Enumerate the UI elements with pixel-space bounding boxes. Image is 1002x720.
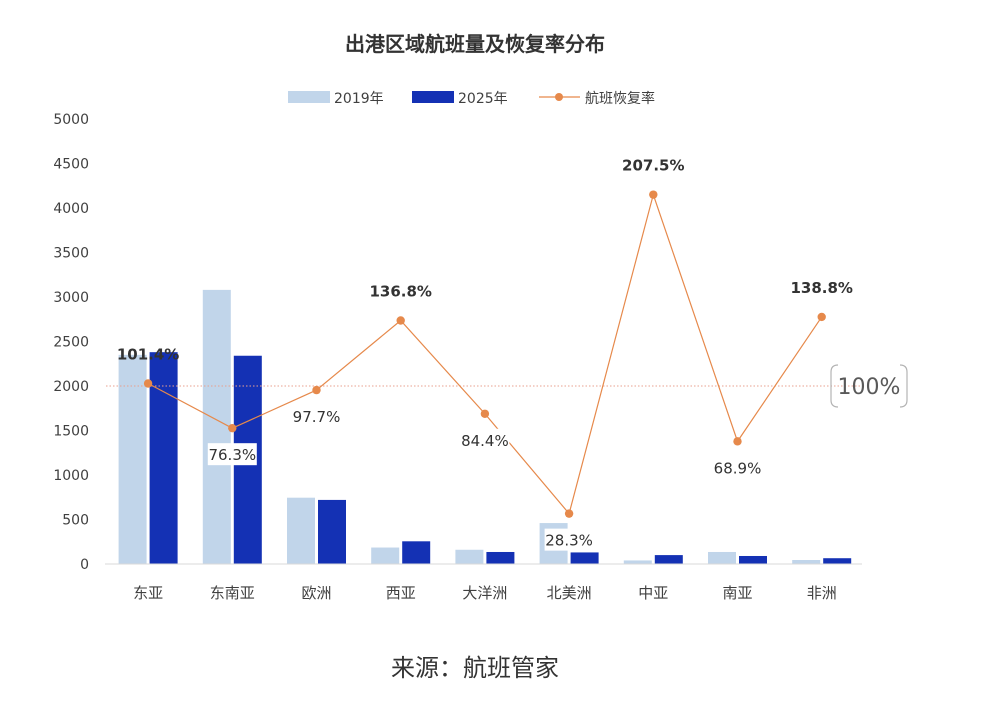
rate-data-label: 207.5% (622, 157, 684, 175)
legend-label-rate: 航班恢复率 (585, 90, 655, 107)
rate-point (733, 437, 742, 446)
bar-2025 (149, 352, 178, 564)
x-category-label: 西亚 (386, 584, 416, 602)
rate-data-label: 136.8% (369, 282, 431, 300)
y-axis: 0 500 1000 1500 2000 2500 3000 3500 4000 4500 5000 (53, 112, 89, 573)
bar-2019 (792, 559, 821, 564)
bar-2019 (708, 551, 736, 564)
bar-2019 (371, 547, 400, 564)
y-tick-label: 5000 (53, 112, 89, 128)
x-category-label: 非洲 (807, 584, 837, 602)
bar-2019 (287, 497, 315, 564)
bar-2025 (402, 541, 431, 564)
rate-point (228, 423, 237, 433)
rate-point (817, 312, 826, 322)
legend-label-2025: 2025年 (458, 91, 508, 107)
x-category-label: 北美洲 (547, 584, 592, 602)
reference-100: 100% (106, 364, 908, 408)
rate-label-bg (544, 528, 594, 551)
x-category-label: 中亚 (638, 584, 668, 602)
bar-2019 (118, 354, 147, 564)
rate-data-label: 101.4% (117, 346, 179, 364)
rate-data-label: 76.3% (208, 446, 256, 464)
y-tick-label: 0 (80, 557, 89, 573)
rate-data-label: 68.9% (714, 459, 762, 477)
x-category-label: 东亚 (133, 584, 163, 602)
rate-data-label: 97.7% (293, 408, 341, 426)
rate-label-bg (292, 405, 341, 428)
y-tick-label: 3000 (53, 290, 89, 306)
reference-label: 100% (838, 375, 901, 400)
rate-label-bg (207, 443, 257, 466)
y-tick-label: 500 (62, 513, 89, 529)
rate-point (312, 385, 321, 395)
x-category-label: 大洋洲 (462, 584, 507, 602)
bar-2025 (486, 551, 515, 564)
reference-bracket-left (830, 364, 839, 408)
chart-title: 出港区域航班量及恢复率分布 (345, 32, 605, 56)
rate-point (143, 379, 153, 388)
y-tick-label: 1000 (53, 468, 89, 484)
legend-swatch-2019 (288, 91, 330, 103)
y-tick-label: 1500 (53, 424, 89, 440)
bar-2025 (739, 555, 767, 564)
y-tick-label: 2500 (53, 335, 89, 351)
x-axis: 东亚 东南亚 欧洲 西亚 大洋洲 北美洲 中亚 南亚 非洲 (133, 584, 837, 602)
bars (118, 289, 852, 564)
bar-2019 (455, 549, 484, 564)
bar-2025 (654, 555, 683, 564)
bar-2019 (623, 560, 652, 564)
bar-2019 (202, 289, 231, 564)
legend-swatch-2025 (412, 91, 454, 103)
y-tick-label: 3500 (53, 246, 89, 262)
rate-labels: 101.4% 76.3% 97.7% 136.8% 84.4% 28.3% 207.5% 68… (117, 157, 853, 551)
reference-bracket-right (899, 364, 908, 408)
bar-2025 (570, 552, 599, 564)
x-category-label: 东南亚 (210, 584, 255, 602)
rate-data-label: 84.4% (461, 432, 509, 450)
rate-point (564, 509, 574, 518)
source-note: 来源：航班管家 (391, 654, 559, 682)
legend-marker-rate (555, 93, 563, 101)
rate-data-label: 28.3% (545, 532, 593, 550)
rate-point (480, 409, 490, 418)
legend: 2019年 2025年 航班恢复率 (288, 90, 655, 107)
x-category-label: 欧洲 (301, 584, 331, 602)
rate-line (143, 190, 826, 518)
rate-point (396, 316, 405, 325)
y-tick-label: 4000 (53, 201, 89, 217)
bar-2025 (823, 558, 852, 564)
y-tick-label: 2000 (53, 379, 89, 395)
rate-label-bg (713, 456, 762, 479)
bar-2025 (318, 499, 346, 564)
x-category-label: 南亚 (722, 584, 752, 602)
rate-point (649, 190, 658, 199)
y-tick-label: 4500 (53, 157, 89, 173)
legend-label-2019: 2019年 (334, 91, 384, 107)
rate-label-bg (460, 428, 510, 451)
rate-data-label: 138.8% (790, 279, 852, 297)
